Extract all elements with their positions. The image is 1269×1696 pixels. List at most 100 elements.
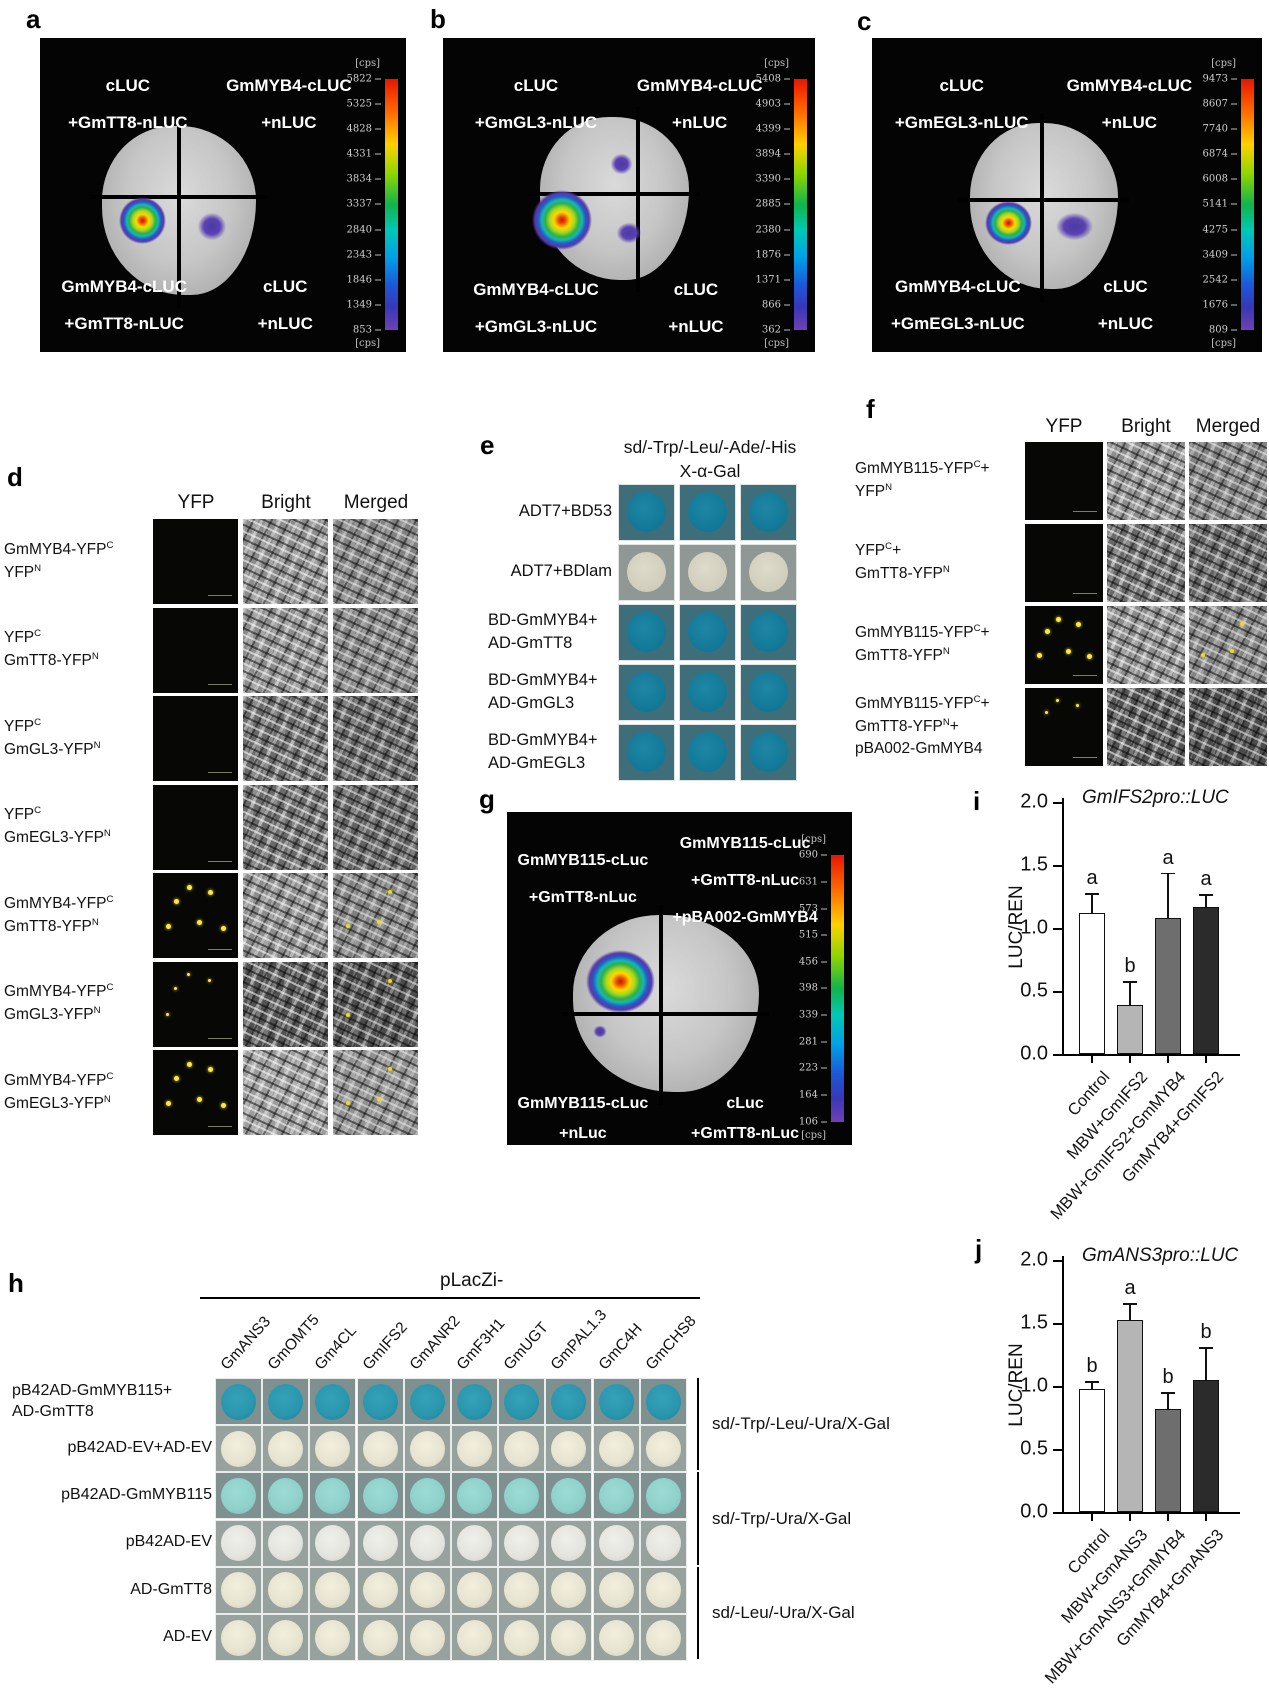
merged-fluorescence-dot: [388, 978, 393, 983]
significance-letter: b: [1162, 1366, 1174, 1389]
quadrant-label-tr-line2: +nLUC: [672, 113, 728, 133]
y1h-col-label-Gm4CL: Gm4CL: [312, 1322, 361, 1374]
quadrant-divider-horizontal: [957, 198, 1130, 203]
y1h-plate-cell: [215, 1566, 262, 1614]
error-bar-line: [1167, 872, 1169, 918]
scale-tick-value: 223: [798, 1062, 818, 1074]
y1h-plate-cell: [356, 1614, 404, 1661]
scale-tick-value: 3894: [755, 148, 781, 160]
panel-h-placzi-header: pLacZi-: [440, 1270, 504, 1291]
scale-tick-mark: [784, 103, 790, 105]
chart-bar: [1117, 1004, 1143, 1054]
chart-y-tick-mark: [1053, 1449, 1062, 1451]
yeast-colony: [315, 1383, 351, 1420]
quadrant-label-br-line1: cLUC: [673, 279, 719, 299]
merged-fluorescence-dot: [345, 924, 350, 928]
scale-tick-value: 573: [798, 903, 818, 915]
yfp-fluorescence-dot: [1044, 629, 1050, 635]
yfp-fluorescence-dot: [208, 890, 214, 895]
y1h-plate-cell: [403, 1614, 451, 1661]
y1h-plate-cell: [215, 1472, 262, 1520]
y1h-plate-cell: [356, 1519, 404, 1567]
quadrant-label-bl-line2: +GmGL3-nLUC: [474, 317, 598, 337]
y1h-plate-cell: [639, 1519, 687, 1567]
y1h-group-label-3: sd/-Leu/-Ura/X-Gal: [712, 1602, 855, 1622]
y1h-plate-cell: [545, 1472, 593, 1520]
bifc-row-label-line1: GmMYB115-YFPC+: [855, 623, 990, 642]
yeast-colony: [645, 1430, 681, 1467]
yfp-image: [153, 607, 238, 693]
yeast-colony: [362, 1383, 398, 1420]
y1h-plate-cell: [451, 1519, 498, 1567]
brightfield-image: [243, 1050, 328, 1135]
y1h-plate-cell: [309, 1614, 357, 1661]
error-bar-cap: [1085, 1380, 1099, 1383]
yeast-colony: [268, 1430, 304, 1467]
quadrant-divider-vertical: [636, 107, 641, 293]
yeast-colony: [551, 1525, 587, 1562]
scale-tick-value: 456: [798, 956, 818, 968]
panel-f-col-yfp: YFP: [1045, 416, 1083, 437]
scale-tick-mark: [821, 987, 827, 989]
yfp-fluorescence-dot: [165, 1012, 169, 1016]
quadrant-label-br-line2: +nLUC: [668, 317, 724, 337]
bifc-row-label-line2: GmGL3-YFPN: [4, 739, 101, 758]
y2h-row-label-line2: AD-GmTT8: [488, 633, 573, 652]
scale-tick-value: 2885: [755, 198, 781, 210]
merged-image: [333, 873, 418, 958]
scale-tick-mark: [821, 1014, 827, 1016]
panel-g-luciferase-image: GmMYB115-cLuc +GmTT8-nLuc GmMYB115-cLuc +Gm…: [507, 812, 852, 1145]
chart-x-tick-mark: [1091, 1514, 1093, 1521]
scale-tick-mark: [784, 329, 790, 331]
y1h-group-label-1: sd/-Trp/-Leu/-Ura/X-Gal: [712, 1414, 890, 1434]
scale-bar: [208, 683, 232, 685]
panel-c-letter: c: [857, 6, 872, 36]
yeast-colony: [598, 1619, 634, 1656]
scale-tick-value: 3390: [755, 173, 781, 185]
luminescence-weak-blob: [593, 1025, 608, 1039]
y1h-plate-cell: [498, 1614, 546, 1661]
chart-y-tick-mark: [1053, 1260, 1062, 1262]
scale-tick-mark: [821, 908, 827, 910]
merged-image: [1189, 688, 1267, 766]
brightfield-image: [1107, 442, 1185, 520]
y1h-plate-cell: [262, 1519, 310, 1567]
bifc-row-label-line2: GmTT8-YFPN: [4, 651, 99, 670]
bifc-row-label-line2: GmTT8-YFPN: [855, 646, 950, 665]
color-scale-bar: [831, 855, 844, 1122]
scale-tick-value: 809: [1208, 324, 1228, 336]
merged-fluorescence-dot: [1239, 621, 1244, 626]
y2h-plate-cell: [618, 724, 675, 781]
y1h-plate-cell: [215, 1614, 262, 1661]
yfp-image: [1025, 606, 1103, 684]
quadrant-label-bl-line2: +GmEGL3-nLUC: [890, 314, 1025, 334]
y1h-plate-cell: [498, 1519, 546, 1567]
panel-d-col-merged: Merged: [343, 492, 409, 513]
quadrant-divider-vertical: [658, 905, 663, 1106]
yeast-colony: [362, 1477, 398, 1514]
luminescence-signal-blob: [985, 201, 1032, 246]
yeast-colony: [362, 1572, 398, 1609]
yeast-colony: [409, 1572, 445, 1609]
scale-tick-value: 9473: [1202, 73, 1228, 85]
y1h-plate-cell: [403, 1519, 451, 1567]
scale-tick-mark: [821, 1041, 827, 1043]
yeast-colony: [409, 1477, 445, 1514]
scale-unit-bottom: [cps]: [801, 1130, 826, 1141]
scale-tick-value: 853: [352, 324, 372, 336]
bifc-row-label-line1: GmMYB4-YFPC: [4, 982, 114, 1001]
yeast-colony: [687, 671, 728, 713]
quadrant-label-bl-line1: GmMYB4-cLUC: [473, 279, 599, 299]
scale-tick-mark: [375, 78, 381, 80]
quadrant-divider-vertical: [1039, 113, 1044, 302]
bifc-row-label-line1: GmMYB4-YFPC: [4, 539, 114, 559]
y2h-plate-cell: [618, 484, 675, 541]
y1h-row-label-line1: pB42AD-EV+AD-EV: [67, 1438, 212, 1456]
scale-unit-top: [cps]: [801, 833, 826, 845]
y1h-plate-cell: [498, 1378, 546, 1425]
chart-y-tick-label: 0.5: [1020, 1437, 1048, 1460]
y1h-plate-cell: [545, 1566, 593, 1614]
yfp-fluorescence-dot: [187, 973, 190, 977]
error-bar-cap: [1199, 1346, 1213, 1349]
